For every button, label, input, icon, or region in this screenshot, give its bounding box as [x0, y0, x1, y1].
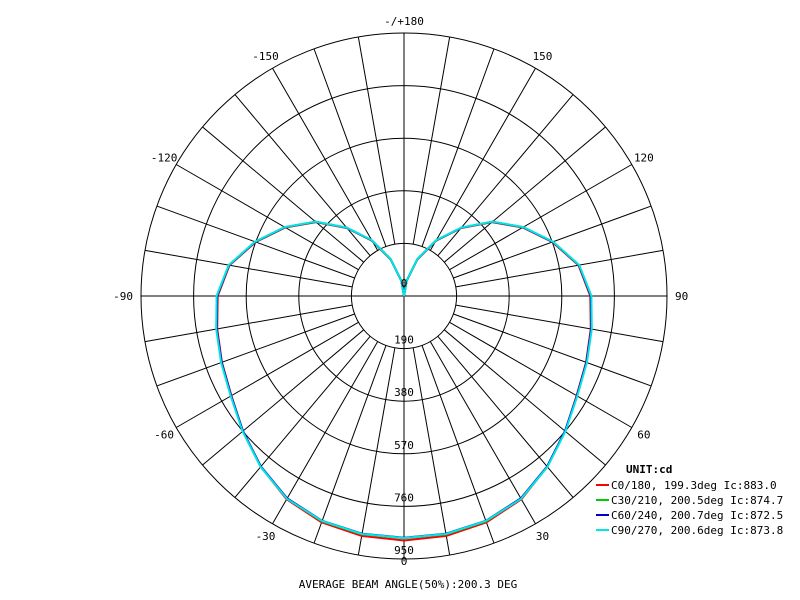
grid-spoke [144, 249, 353, 288]
ring-value-label: 380 [394, 386, 414, 399]
center-zero-label: 0 [401, 277, 408, 290]
grid-spoke [443, 329, 606, 466]
intensity-curves [215, 220, 593, 542]
grid-spoke [453, 313, 652, 387]
legend: UNIT:cd C0/180, 199.3deg Ic:883.0 C30/210… [596, 463, 783, 537]
angle-label: -120 [151, 152, 178, 165]
grid-spoke [449, 164, 633, 271]
polar-grid [140, 32, 668, 560]
grid-spoke [313, 48, 387, 247]
grid-spoke [175, 321, 359, 428]
angle-label: 90 [675, 290, 688, 303]
grid-spoke [202, 329, 365, 466]
ring-value-label: 570 [394, 439, 414, 452]
angle-labels: 0 30 -30 60 -60 90 -90 120 -120 150 -150 -/+180 [113, 15, 688, 568]
grid-spoke [357, 347, 396, 556]
curve-3 [215, 220, 593, 540]
grid-spoke [412, 36, 451, 245]
grid-spoke [421, 345, 495, 544]
grid-spoke [202, 126, 365, 263]
angle-label: 30 [536, 530, 549, 543]
angle-label: 0 [401, 555, 408, 568]
grid-spoke [429, 67, 536, 251]
ring-value-label: 760 [394, 491, 414, 504]
grid-spoke [175, 164, 359, 271]
grid-spoke [156, 313, 355, 387]
grid-spoke [429, 341, 536, 525]
grid-spoke [272, 341, 379, 525]
grid-spoke [437, 335, 574, 498]
angle-label: -90 [113, 290, 133, 303]
legend-entry: C30/210, 200.5deg Ic:874.7 [611, 494, 783, 507]
legend-entry: C60/240, 200.7deg Ic:872.5 [611, 509, 783, 522]
beam-angle-footer: AVERAGE BEAM ANGLE(50%):200.3 DEG [299, 578, 518, 591]
grid-spoke [455, 304, 664, 343]
grid-spoke [455, 249, 664, 288]
grid-spoke [421, 48, 495, 247]
grid-spoke [443, 126, 606, 263]
angle-label: -30 [256, 530, 276, 543]
angle-label: -60 [154, 429, 174, 442]
legend-unit-label: UNIT:cd [626, 463, 672, 476]
angle-label: -/+180 [384, 15, 424, 28]
grid-spoke [357, 36, 396, 245]
angle-label: 60 [637, 429, 650, 442]
legend-entry: C0/180, 199.3deg Ic:883.0 [611, 479, 777, 492]
grid-spoke [437, 94, 574, 257]
angle-label: 150 [533, 50, 553, 63]
ring-labels: 0 190 380 570 760 950 [394, 277, 414, 557]
grid-spoke [144, 304, 353, 343]
ring-value-label: 190 [394, 334, 414, 347]
angle-label: -150 [252, 50, 279, 63]
grid-spoke [412, 347, 451, 556]
angle-label: 120 [634, 152, 654, 165]
grid-spoke [313, 345, 387, 544]
legend-entry: C90/270, 200.6deg Ic:873.8 [611, 524, 783, 537]
grid-spoke [234, 94, 371, 257]
grid-spoke [272, 67, 379, 251]
grid-spoke [449, 321, 633, 428]
ring-value-label: 950 [394, 544, 414, 557]
grid-spoke [234, 335, 371, 498]
